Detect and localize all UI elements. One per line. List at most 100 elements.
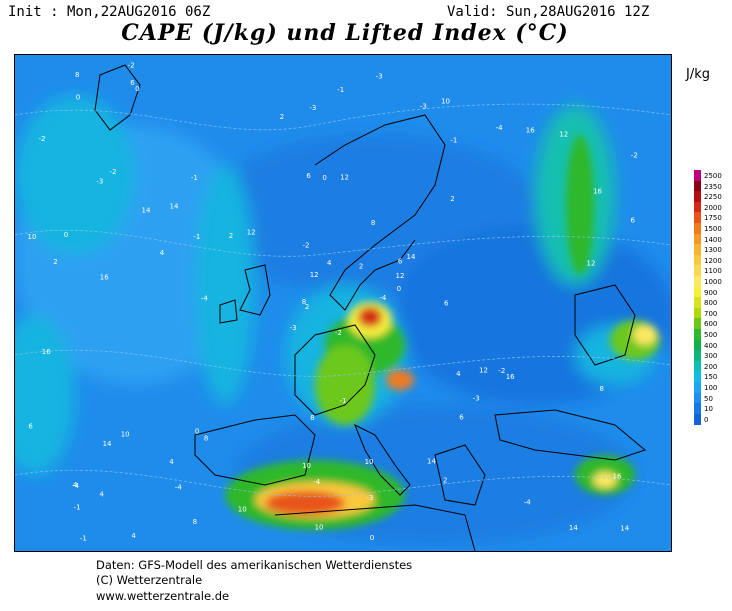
legend-label: 1500	[704, 225, 722, 233]
legend-swatch	[694, 254, 701, 266]
legend-label: 50	[704, 394, 713, 403]
lifted-index-labels: -2-324681012-1-401416-2-324681012-1-4014…	[28, 61, 638, 542]
li-label: -3	[420, 102, 427, 110]
li-label: 4	[456, 370, 461, 378]
li-label: -2	[498, 367, 505, 375]
li-label: 6	[444, 299, 449, 307]
map-title: CAPE (J/kg) und Lifted Index (°C)	[121, 20, 569, 46]
li-label: 8	[371, 219, 375, 227]
li-label: 4	[100, 491, 105, 499]
legend-swatch	[694, 329, 701, 341]
li-label: 8	[600, 385, 604, 393]
li-label: -1	[80, 535, 87, 543]
li-label: -2	[128, 61, 135, 69]
li-label: 10	[441, 98, 450, 106]
li-label: -4	[496, 124, 504, 132]
cape-map-canvas: -2-324681012-1-401416-2-324681012-1-4014…	[15, 55, 671, 551]
legend-label: 900	[704, 288, 718, 297]
li-label: 2	[450, 195, 454, 203]
li-label: 14	[142, 206, 151, 214]
li-label: 12	[340, 173, 349, 181]
li-label: -4	[72, 482, 80, 490]
legend-label: 600	[704, 320, 718, 329]
li-label: 6	[398, 257, 403, 265]
legend-swatch	[694, 403, 701, 415]
li-label: 6	[459, 413, 464, 421]
legend-unit: J/kg	[686, 67, 710, 82]
legend-label: 150	[704, 373, 718, 382]
li-label: 2	[443, 477, 447, 485]
li-label: 2	[359, 263, 363, 271]
li-label: 2	[53, 258, 57, 266]
li-label: -1	[191, 174, 198, 182]
legend-label: 1300	[704, 246, 722, 255]
legend-label: 100	[704, 384, 718, 392]
li-label: 2	[229, 232, 233, 240]
legend-label: 1750	[704, 214, 722, 223]
li-label: 0	[397, 285, 401, 293]
li-label: -1	[450, 137, 457, 145]
footer-copyright: (C) Wetterzentrale	[96, 573, 203, 587]
cape-field-low	[15, 95, 671, 545]
legend-swatch	[694, 413, 701, 425]
footer-source: Daten: GFS-Modell des amerikanischen Wet…	[96, 558, 413, 572]
valid-time: Valid: Sun,28AUG2016 12Z	[447, 4, 650, 20]
li-label: 12	[396, 272, 405, 280]
li-label: 8	[310, 414, 314, 422]
li-label: 10	[365, 458, 374, 466]
legend-label: 1200	[704, 256, 722, 265]
legend-label: 500	[704, 331, 718, 339]
li-label: 16	[506, 373, 515, 381]
li-label: 12	[310, 271, 319, 279]
li-label: 14	[427, 458, 436, 466]
legend-swatch	[694, 286, 701, 298]
li-label: 14	[620, 525, 629, 533]
init-time: Init : Mon,22AUG2016 06Z	[8, 4, 211, 20]
li-label: -4	[379, 294, 387, 302]
li-label: 2	[280, 113, 284, 121]
legend-swatch	[694, 191, 701, 203]
li-label: 0	[195, 428, 199, 436]
li-label: 6	[306, 172, 311, 180]
legend-swatch	[694, 233, 701, 245]
li-label: 8	[75, 71, 79, 79]
li-label: 2	[305, 303, 309, 311]
legend-label: 2350	[704, 182, 722, 191]
li-label: 4	[131, 532, 136, 540]
legend-swatch	[694, 382, 701, 394]
legend-swatch	[694, 180, 701, 192]
coastlines	[94, 64, 647, 551]
legend-swatch	[694, 307, 701, 319]
li-label: 14	[569, 524, 578, 532]
li-label: 10	[315, 523, 324, 531]
li-label: 4	[169, 458, 174, 466]
li-label: 6	[631, 216, 636, 224]
legend-swatch	[694, 212, 701, 224]
li-label: 14	[103, 440, 112, 448]
li-label: -3	[376, 73, 383, 81]
li-label: -2	[631, 151, 638, 159]
isolines	[15, 103, 671, 497]
li-label: 16	[526, 126, 535, 134]
li-label: 14	[407, 253, 416, 261]
legend-label: 10	[704, 405, 713, 414]
li-label: 10	[121, 430, 130, 438]
li-label: -1	[337, 86, 344, 94]
legend-swatch	[694, 392, 701, 404]
legend-label: 2500	[704, 172, 722, 180]
li-label: -4	[201, 294, 209, 302]
li-label: -3	[96, 178, 103, 186]
li-label: 8	[193, 518, 197, 526]
legend-label: 200	[704, 362, 718, 371]
li-label: 16	[42, 348, 51, 356]
legend-label: 0	[704, 415, 709, 424]
li-label: 10	[302, 462, 311, 470]
legend-swatch	[694, 360, 701, 372]
weather-map: -2 -3 2 4 6 8 10 12 -1 -4 0 14 16 -2 -3 2 4 6 8 10 12 -1 -4 0 14…	[14, 54, 672, 552]
li-label: -4	[175, 484, 183, 492]
li-label: 16	[593, 187, 602, 195]
legend-label: 700	[704, 309, 718, 318]
li-label: -1	[340, 397, 347, 405]
li-label: 10	[238, 506, 247, 514]
legend-swatch	[694, 350, 701, 362]
